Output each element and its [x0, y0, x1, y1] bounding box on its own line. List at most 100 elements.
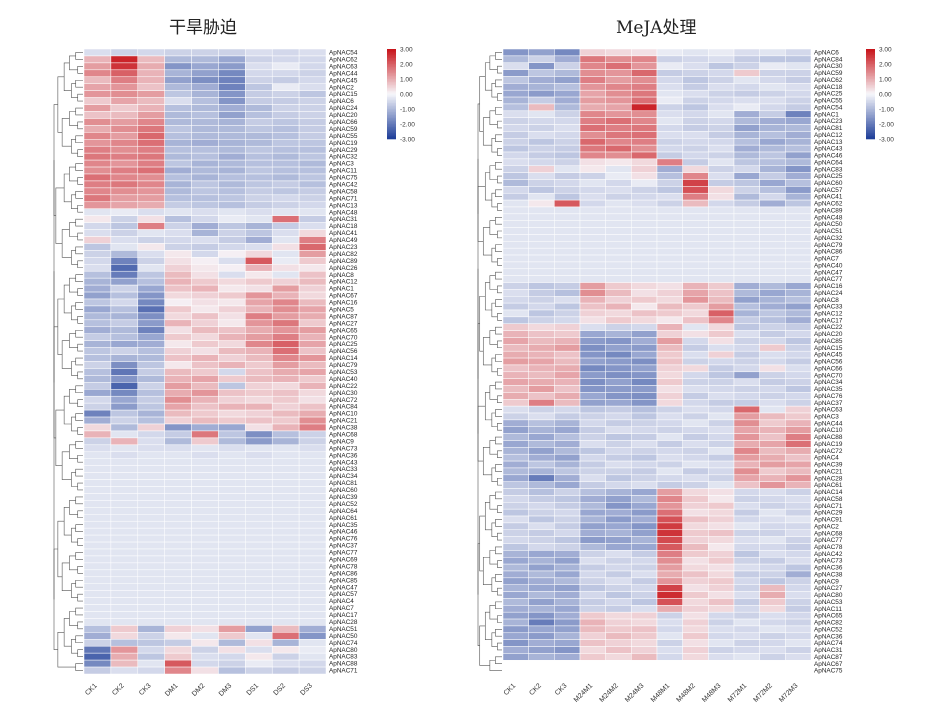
heatmap-cell [528, 611, 555, 620]
dendrogram-branch [484, 392, 492, 421]
heatmap-cell [528, 55, 555, 63]
heatmap-cell [191, 645, 219, 654]
heatmap-cell [191, 257, 219, 265]
heatmap-cell [218, 132, 246, 140]
heatmap-cell [110, 97, 139, 105]
legend-swatch [387, 125, 396, 128]
heatmap-cell [218, 514, 246, 522]
heatmap-cell [708, 165, 735, 173]
heatmap-cell [502, 550, 529, 558]
heatmap-cell [708, 69, 735, 77]
heatmap-cell [245, 368, 273, 376]
heatmap-cell [605, 350, 632, 359]
heatmap-cell [708, 433, 735, 441]
heatmap-cell [271, 486, 300, 494]
heatmap-cell [708, 364, 735, 373]
heatmap-cell [733, 103, 760, 112]
heatmap-cell [579, 419, 606, 428]
heatmap-cell [554, 206, 581, 215]
heatmap-cell [271, 333, 300, 341]
heatmap-cell [682, 199, 709, 208]
heatmap-cell [137, 444, 165, 453]
heatmap-cell [110, 277, 139, 286]
heatmap-cell [631, 426, 658, 434]
heatmap-cell [631, 234, 658, 242]
heatmap-cell [164, 264, 192, 272]
heatmap-cell [137, 486, 165, 494]
heatmap-cell [298, 257, 327, 265]
heatmap-cell [271, 229, 300, 237]
heatmap-cell [733, 392, 760, 400]
heatmap-cell [579, 55, 606, 63]
dendrogram-branch [489, 110, 498, 125]
dendrogram-branch [495, 409, 502, 417]
heatmap-cell [785, 563, 812, 572]
heatmap-cell [245, 250, 273, 258]
heatmap-cell [271, 465, 300, 473]
heatmap-cell [218, 250, 246, 258]
heatmap-cell [733, 302, 760, 311]
row-label: ApNAC36 [814, 565, 843, 572]
legend-swatch [387, 74, 396, 77]
heatmap-cell [579, 378, 606, 386]
heatmap-cell [271, 166, 300, 175]
heatmap-cell [682, 419, 709, 428]
heatmap-cell [528, 158, 555, 167]
heatmap-cell [528, 392, 555, 400]
heatmap-cell [631, 76, 658, 84]
heatmap-cell [528, 261, 555, 270]
heatmap-cell [164, 486, 192, 494]
heatmap-cell [137, 69, 165, 78]
heatmap-cell [579, 502, 606, 510]
heatmap-cell [110, 465, 139, 473]
heatmap-cell [271, 277, 300, 286]
heatmap-cell [164, 527, 192, 536]
heatmap-cell [528, 83, 555, 91]
legend-swatch [387, 50, 396, 53]
heatmap-cell [191, 625, 219, 633]
heatmap-cell [137, 257, 165, 265]
heatmap-cell [271, 319, 300, 328]
heatmap-cell [682, 399, 709, 407]
heatmap-cell [218, 354, 246, 362]
dendrogram-branch [57, 298, 65, 355]
heatmap-cell [554, 405, 581, 414]
heatmap-cell [682, 55, 709, 63]
legend-swatch [387, 88, 396, 90]
heatmap-cell [605, 412, 632, 421]
heatmap-cell [579, 350, 606, 359]
heatmap-cell [759, 625, 786, 634]
heatmap-cell [502, 481, 529, 489]
heatmap-cell [271, 604, 300, 612]
row-label: ApNAC19 [329, 140, 358, 147]
row-label: ApNAC52 [329, 501, 358, 508]
heatmap-cell [83, 291, 112, 300]
heatmap-cell [682, 378, 709, 386]
dendrogram-branch [495, 574, 502, 582]
heatmap-cell [271, 243, 300, 251]
row-label: ApNAC88 [814, 434, 843, 441]
heatmap-cell [785, 639, 812, 647]
heatmap-cell [605, 474, 632, 482]
heatmap-cell [733, 453, 760, 462]
heatmap-cell [83, 354, 112, 362]
heatmap-cell [759, 426, 786, 434]
heatmap-cell [271, 340, 300, 348]
heatmap-cell [785, 110, 812, 118]
heatmap-cell [137, 159, 165, 168]
column-label: M24M1 [573, 682, 595, 704]
heatmap-cell [298, 479, 327, 487]
dendrogram-branch [497, 532, 502, 541]
heatmap-cell [579, 577, 606, 585]
heatmap-cell [164, 639, 192, 647]
heatmap-cell [785, 69, 812, 77]
heatmap-cell [137, 201, 165, 209]
heatmap-cell [656, 412, 683, 421]
heatmap-cell [733, 220, 760, 228]
dendrogram-branch [484, 62, 492, 91]
heatmap-cell [218, 326, 246, 334]
legend-swatch [866, 83, 875, 86]
dendrogram-branch [77, 204, 83, 213]
heatmap-cell [528, 405, 555, 414]
column-label: CK2 [528, 682, 543, 697]
